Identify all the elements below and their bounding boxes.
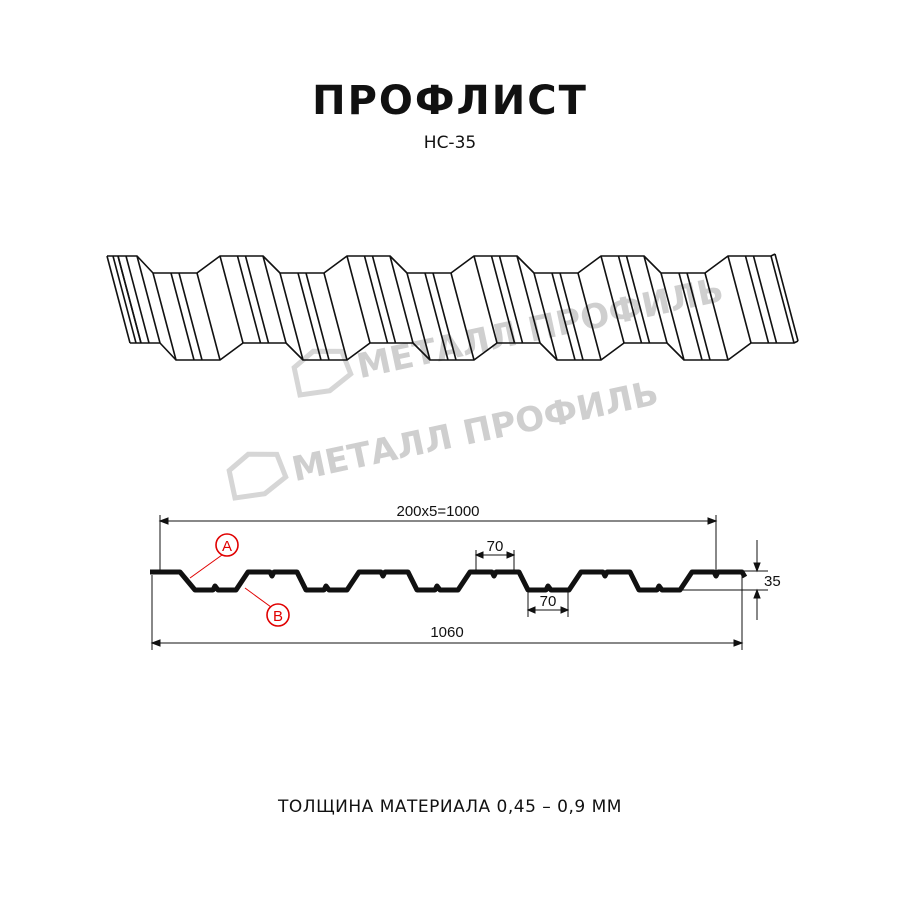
sheet-rib-line [424, 272, 449, 361]
marker-b-label: B [273, 608, 283, 625]
sheet-edge-line [112, 255, 137, 344]
sheet-rib-line [625, 255, 651, 344]
sheet-fold-line [704, 272, 729, 361]
sheet-rib-line [244, 255, 270, 344]
sheet-edge-line [117, 255, 142, 344]
sheet-rib-line [432, 272, 457, 361]
watermark-text: МЕТАЛЛ ПРОФИЛЬ [288, 373, 662, 490]
dim-top-flat: 70 [487, 538, 504, 555]
logo-icon [291, 348, 354, 398]
dimension-lines [150, 515, 768, 650]
sheet-fold-line [643, 255, 668, 344]
sheet-rib-line [178, 272, 203, 361]
dim-bottom-flat: 70 [540, 593, 557, 610]
sheet-rib-line [170, 272, 195, 361]
sheet-rib-line [125, 255, 150, 344]
sheet-fold-line [262, 255, 287, 344]
marker-a: A [189, 533, 239, 579]
sheet-fold-line [196, 272, 221, 361]
watermark-top: МЕТАЛЛ ПРОФИЛЬ [291, 270, 727, 398]
sheet-fold-line [660, 272, 685, 361]
marker-a-label: A [222, 538, 232, 555]
watermark-bottom: МЕТАЛЛ ПРОФИЛЬ [226, 373, 662, 501]
profile-cross-section [150, 569, 748, 593]
sheet-rib-line [617, 255, 643, 344]
material-thickness: ТОЛЩИНА МАТЕРИАЛА 0,45 – 0,9 ММ [278, 797, 622, 817]
sheet-fold-line [279, 272, 304, 361]
sheet-rib-line [490, 255, 516, 344]
dim-pitch-total: 200x5=1000 [397, 503, 480, 520]
sheet-fold-line [406, 272, 431, 361]
sheet-fold-line [450, 272, 475, 361]
sheet-rib-line [305, 272, 330, 361]
sheet-fold-line [473, 255, 498, 344]
sheet-rib-line [363, 255, 389, 344]
sheet-rib-line [297, 272, 322, 361]
sheet-fold-line [727, 255, 752, 344]
sheet-rib-line [744, 255, 770, 344]
sheet-fold-line [774, 253, 799, 342]
sheet-fold-line [346, 255, 371, 344]
sheet-3d-view [106, 253, 799, 361]
model-subtitle: НС-35 [423, 133, 477, 153]
sheet-top-edge [107, 253, 776, 274]
sheet-fold-line [136, 255, 161, 344]
sheet-fold-line [533, 272, 558, 361]
sheet-fold-line [106, 255, 131, 344]
dim-height: 35 [764, 573, 781, 590]
sheet-fold-line [152, 272, 177, 361]
sheet-fold-line [219, 255, 244, 344]
sheet-rib-line [498, 255, 524, 344]
sheet-fold-line [389, 255, 414, 344]
sheet-rib-line [752, 255, 778, 344]
marker-b: B [244, 587, 290, 627]
sheet-fold-line [577, 272, 602, 361]
sheet-rib-line [236, 255, 262, 344]
page-title: ПРОФЛИСТ [312, 78, 588, 124]
sheet-rib-line [559, 272, 584, 361]
sheet-fold-line [600, 255, 625, 344]
sheet-fold-line [323, 272, 348, 361]
dim-overall-width: 1060 [430, 624, 463, 641]
sheet-rib-line [371, 255, 397, 344]
sheet-rib-line [678, 272, 703, 361]
sheet-fold-line [770, 255, 795, 344]
logo-icon [226, 451, 289, 501]
sheet-rib-line [686, 272, 711, 361]
sheet-fold-line [516, 255, 541, 344]
sheet-rib-line [551, 272, 576, 361]
